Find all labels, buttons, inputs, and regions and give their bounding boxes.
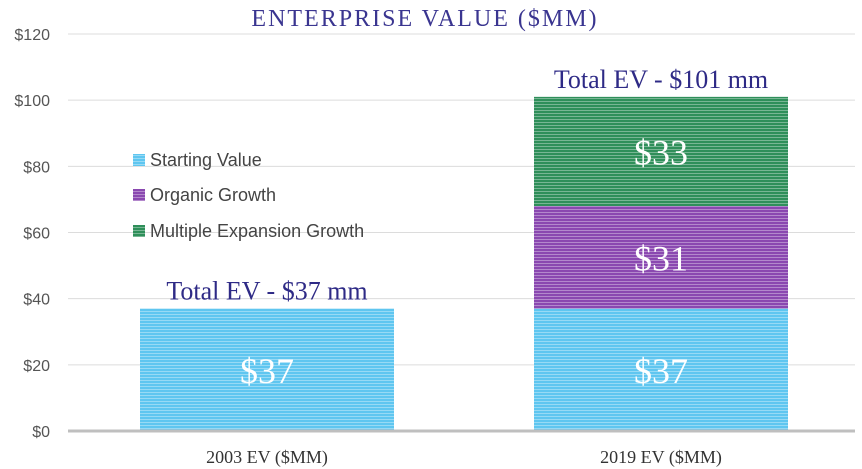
total-labels: Total EV - $37 mm Total EV - $101 mm [166,65,768,306]
legend-label: Organic Growth [150,185,276,205]
bar-segment-texture [534,206,788,309]
y-tick-label: $40 [23,292,50,309]
segment-value-label: $37 [634,351,688,391]
legend-label: Multiple Expansion Growth [150,221,364,241]
total-label: Total EV - $101 mm [554,65,768,94]
bars: $37 $37 $31 $33 [68,96,855,433]
chart-title: ENTERPRISE VALUE ($MM) [251,6,598,32]
segment-value-label: $31 [634,238,688,278]
y-tick-label: $100 [14,93,50,110]
segment-value-label: $37 [240,351,294,391]
bar-segment-texture [140,308,394,431]
y-axis-ticks: $0 $20 $40 $60 $80 $100 $120 [14,27,50,441]
x-category-label: 2019 EV ($MM) [600,447,722,468]
y-tick-label: $120 [14,27,50,44]
x-axis-categories: 2003 EV ($MM) 2019 EV ($MM) [206,447,722,468]
y-tick-label: $20 [23,358,50,375]
legend-swatch-texture [133,154,145,166]
segment-value-label: $33 [634,132,688,172]
legend-swatch-texture [133,189,145,201]
y-tick-label: $60 [23,226,50,243]
legend-swatch-texture [133,225,145,237]
bar-segment-texture [534,96,788,207]
y-tick-label: $0 [32,424,50,441]
legend: Starting Value Organic Growth Multiple Exp… [133,150,364,241]
legend-label: Starting Value [150,150,262,170]
total-label: Total EV - $37 mm [166,277,367,306]
x-category-label: 2003 EV ($MM) [206,447,328,468]
bar-segment-texture [534,308,788,431]
y-tick-label: $80 [23,159,50,176]
